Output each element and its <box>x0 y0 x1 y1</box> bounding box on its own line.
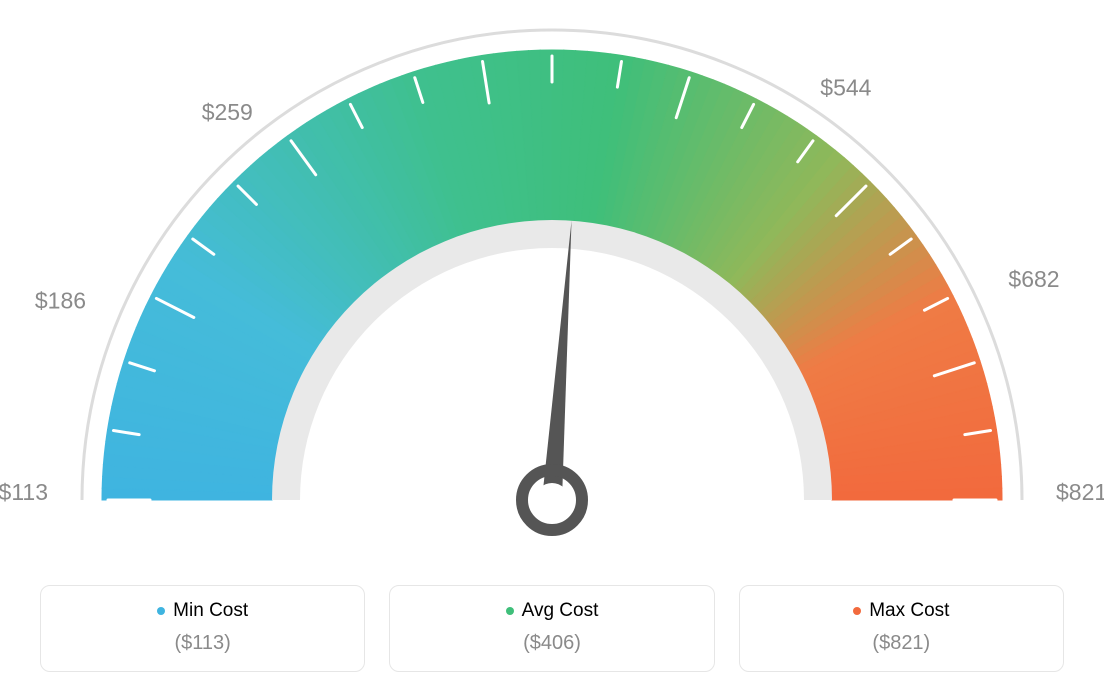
legend-title-avg: Avg Cost <box>506 600 599 622</box>
svg-text:$259: $259 <box>202 99 253 125</box>
cost-gauge-container: $113$186$259$406$544$682$821 Min Cost ($… <box>0 0 1104 690</box>
legend-title-max-text: Max Cost <box>869 600 949 622</box>
legend-title-min-text: Min Cost <box>173 600 248 622</box>
legend-card-avg: Avg Cost ($406) <box>389 585 714 672</box>
dot-icon <box>157 607 165 615</box>
legend-value-max: ($821) <box>750 632 1053 655</box>
svg-text:$544: $544 <box>820 74 871 100</box>
legend-title-max: Max Cost <box>853 600 949 622</box>
svg-text:$113: $113 <box>0 479 48 505</box>
svg-text:$186: $186 <box>35 288 86 314</box>
legend-row: Min Cost ($113) Avg Cost ($406) Max Cost… <box>40 585 1064 672</box>
legend-value-avg: ($406) <box>400 632 703 655</box>
dot-icon <box>506 607 514 615</box>
gauge-chart: $113$186$259$406$544$682$821 <box>0 0 1104 560</box>
legend-card-max: Max Cost ($821) <box>739 585 1064 672</box>
gauge-svg: $113$186$259$406$544$682$821 <box>0 0 1104 560</box>
legend-title-min: Min Cost <box>157 600 248 622</box>
svg-text:$821: $821 <box>1056 479 1104 505</box>
legend-card-min: Min Cost ($113) <box>40 585 365 672</box>
svg-text:$682: $682 <box>1008 266 1059 292</box>
dot-icon <box>853 607 861 615</box>
legend-value-min: ($113) <box>51 632 354 655</box>
legend-title-avg-text: Avg Cost <box>522 600 599 622</box>
